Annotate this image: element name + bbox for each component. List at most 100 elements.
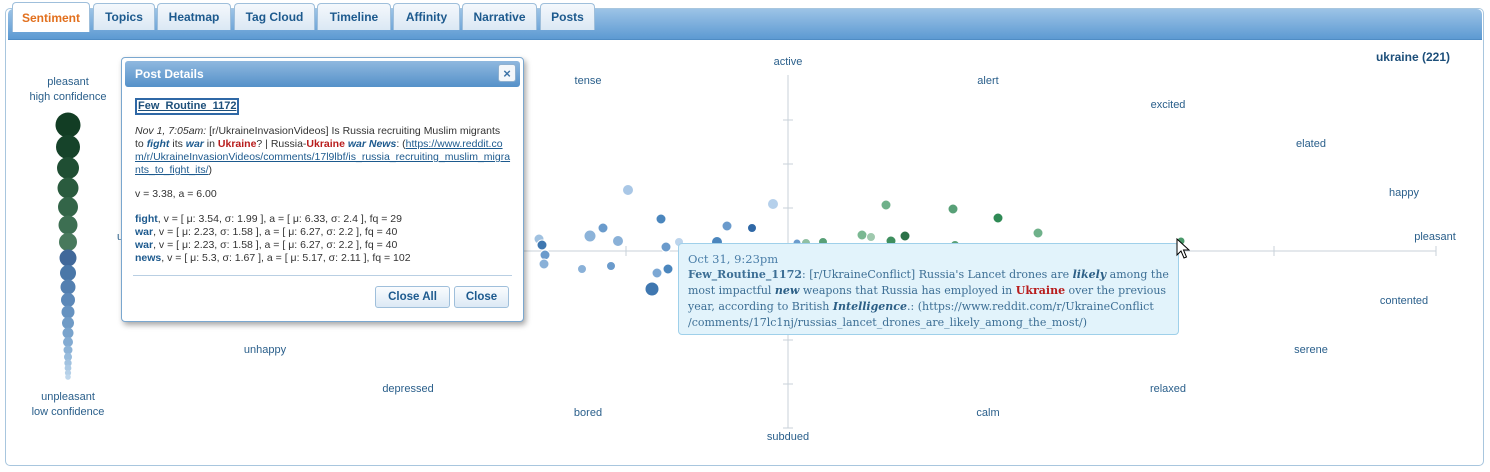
- label-active: active: [773, 56, 803, 68]
- valence-arousal: v = 3.38, a = 6.00: [135, 188, 217, 200]
- label-serene: serene: [1294, 344, 1328, 356]
- dialog-body: Few_Routine_1172 Nov 1, 7:05am: [r/Ukrai…: [135, 98, 511, 265]
- legend-dot: [64, 353, 72, 361]
- post-text-part: [r/UkraineInvasionVideos] Is Russia recr…: [135, 125, 501, 150]
- data-point: [539, 249, 551, 261]
- legend-dot: [60, 279, 76, 295]
- label-relaxed: relaxed: [1149, 383, 1187, 395]
- keyword: Intelligence: [832, 300, 907, 313]
- data-point: [536, 239, 548, 251]
- data-point: [644, 281, 660, 297]
- legend-dot: [59, 233, 77, 251]
- data-point: [651, 267, 663, 279]
- keyword: fight: [146, 138, 170, 150]
- tooltip-text-part: weapons that Russia has employed in: [799, 284, 1016, 297]
- term-stats: , v = [ μ: 2.23, σ: 1.58 ], a = [ μ: 6.2…: [153, 239, 398, 251]
- legend-dot: [58, 215, 78, 235]
- legend-dot: [63, 345, 73, 355]
- legend-top-line1: pleasant: [47, 76, 89, 88]
- data-point: [597, 222, 609, 234]
- term-stats: , v = [ μ: 5.3, σ: 1.67 ], a = [ μ: 5.17…: [161, 252, 411, 264]
- tooltip-text-part: among the most impactful: [688, 268, 1169, 297]
- label-partial: u: [116, 231, 124, 243]
- dialog-titlebar[interactable]: Post Details ×: [125, 61, 520, 87]
- post-text-part: in: [203, 138, 218, 150]
- tooltip-text-part: over the previous year, according to Bri…: [688, 284, 1167, 313]
- data-point: [1032, 227, 1044, 239]
- keyword: Ukraine: [1015, 284, 1066, 297]
- label-excited: excited: [1150, 99, 1186, 111]
- data-point: [612, 235, 624, 247]
- label-pleasant: pleasant: [1414, 231, 1456, 243]
- keyword: war: [185, 138, 204, 150]
- tooltip-user: Few_Routine_1172: [688, 268, 803, 281]
- data-point: [660, 241, 672, 253]
- data-point: [947, 203, 959, 215]
- legend-dot: [62, 327, 74, 339]
- tab-tag-cloud[interactable]: Tag Cloud: [234, 3, 315, 30]
- legend-dot: [57, 157, 79, 179]
- data-point: [583, 229, 597, 243]
- legend-dot: [61, 305, 75, 319]
- point-tooltip: Oct 31, 9:23pm Few_Routine_1172: [r/Ukra…: [678, 243, 1179, 335]
- close-all-button[interactable]: Close All: [375, 286, 450, 308]
- tab-affinity[interactable]: Affinity: [393, 3, 460, 30]
- legend-dot: [58, 197, 78, 217]
- data-point: [538, 258, 550, 270]
- data-point: [655, 213, 667, 225]
- tooltip-date: Oct 31, 9:23pm: [688, 252, 779, 266]
- term-name: war: [135, 239, 154, 251]
- data-point: [880, 199, 892, 211]
- post-date: Nov 1, 7:05am:: [135, 125, 207, 137]
- close-icon[interactable]: ×: [498, 64, 516, 82]
- tab-topics[interactable]: Topics: [93, 3, 155, 30]
- data-point: [856, 229, 868, 241]
- tab-heatmap[interactable]: Heatmap: [157, 3, 231, 30]
- legend-bottom-line1: unpleasant: [41, 391, 95, 403]
- tab-timeline[interactable]: Timeline: [317, 3, 391, 30]
- tab-narrative[interactable]: Narrative: [462, 3, 537, 30]
- keyword: Ukraine: [306, 138, 345, 150]
- term-row: war, v = [ μ: 2.23, σ: 1.58 ], a = [ μ: …: [135, 226, 511, 239]
- legend-bottom: unpleasant low confidence: [8, 390, 128, 420]
- legend-dot: [56, 135, 80, 159]
- data-point: [747, 223, 757, 233]
- close-button[interactable]: Close: [454, 286, 509, 308]
- author-link[interactable]: Few_Routine_1172: [135, 98, 240, 115]
- legend-dot: [59, 249, 77, 267]
- label-happy: happy: [1389, 187, 1419, 199]
- tooltip-text-part: .: (https://www.reddit.com/r/UkraineConf…: [688, 300, 1154, 329]
- legend-dot: [61, 293, 75, 307]
- label-calm: calm: [976, 407, 1000, 419]
- data-point: [866, 232, 876, 242]
- term-name: news: [135, 252, 162, 264]
- keyword: war News: [347, 138, 397, 150]
- dialog-separator: [133, 275, 512, 276]
- tooltip-text: Few_Routine_1172: [r/UkraineConflict] Ru…: [688, 267, 1169, 331]
- data-point: [606, 261, 616, 271]
- data-point: [622, 184, 634, 196]
- tooltip-text-part: : [r/UkraineConflict] Russia's Lancet dr…: [802, 268, 1073, 281]
- tab-posts[interactable]: Posts: [540, 3, 595, 30]
- legend-dot: [57, 177, 79, 199]
- tab-sentiment[interactable]: Sentiment: [12, 2, 90, 32]
- dialog-title: Post Details: [135, 67, 204, 81]
- mouse-cursor-icon: [1176, 238, 1190, 259]
- term-list: fight, v = [ μ: 3.54, σ: 1.99 ], a = [ μ…: [135, 213, 511, 265]
- post-text-part: its: [169, 138, 186, 150]
- label-bored: bored: [573, 407, 603, 419]
- legend-circles: [55, 112, 81, 380]
- data-point: [899, 230, 911, 242]
- label-unhappy: unhappy: [243, 344, 287, 356]
- legend-dot: [55, 112, 81, 138]
- term-stats: , v = [ μ: 2.23, σ: 1.58 ], a = [ μ: 6.2…: [153, 226, 398, 238]
- keyword: Ukraine: [217, 138, 257, 150]
- post-link[interactable]: https://www.reddit.com/r/UkraineInvasion…: [135, 138, 511, 176]
- legend-dot: [60, 265, 76, 281]
- label-depressed: depressed: [382, 383, 434, 395]
- post-text-part: ? | Russia-: [256, 138, 307, 150]
- data-point: [721, 220, 733, 232]
- legend-top: pleasant high confidence: [8, 75, 128, 105]
- label-tense: tense: [574, 75, 602, 87]
- label-subdued: subdued: [766, 431, 810, 443]
